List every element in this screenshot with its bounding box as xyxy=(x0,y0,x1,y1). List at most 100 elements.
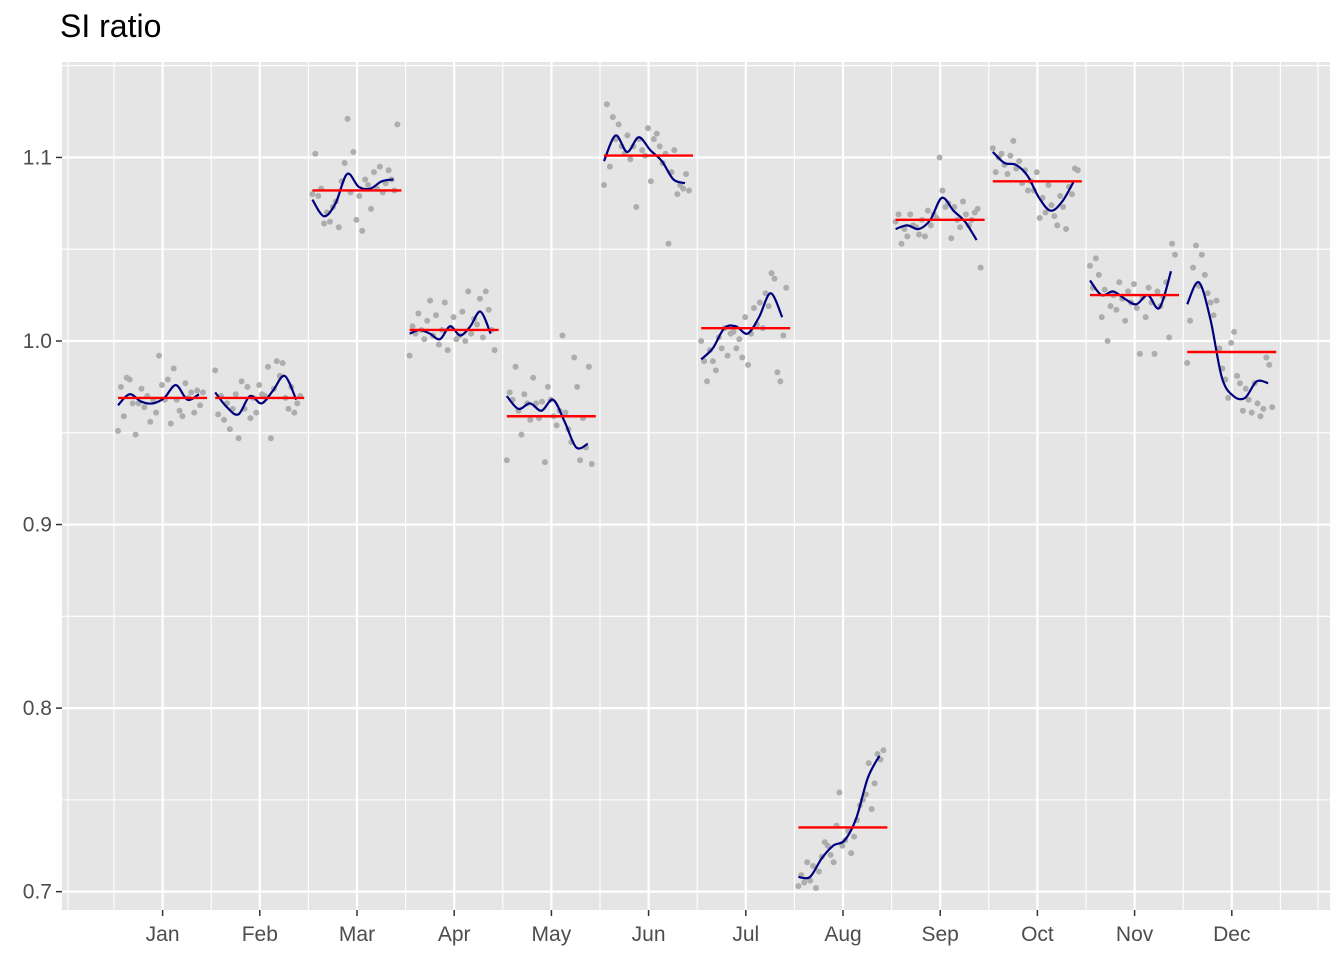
x-tick-label-jan: Jan xyxy=(146,923,180,946)
data-point-oct xyxy=(1048,202,1055,209)
data-point-jan xyxy=(179,413,186,420)
data-point-jan xyxy=(115,427,121,434)
data-point-mar xyxy=(309,191,316,198)
data-point-may xyxy=(506,389,513,396)
smooth-line-jul xyxy=(700,292,784,361)
data-point-mar xyxy=(385,167,392,174)
data-point-mar xyxy=(394,121,401,128)
data-point-mar xyxy=(376,163,383,170)
data-point-sep xyxy=(960,198,967,205)
data-point-dec xyxy=(1201,271,1208,278)
axis-layer: 0.7 0.8 0.9 1.0 1.1 Jan Feb Mar Apr May Jun Jul Aug S… xyxy=(23,146,1251,946)
data-point-feb xyxy=(267,435,274,442)
data-point-dec xyxy=(1257,413,1264,420)
data-point-jan xyxy=(170,365,177,372)
data-point-oct xyxy=(989,145,996,152)
data-point-mar xyxy=(350,148,357,155)
data-point-aug xyxy=(851,833,858,840)
data-point-nov xyxy=(1122,317,1129,324)
chart-title: SI ratio xyxy=(60,8,162,44)
data-point-dec xyxy=(1207,299,1214,306)
data-point-oct xyxy=(998,150,1005,157)
data-point-jun xyxy=(609,114,616,121)
data-point-dec xyxy=(1236,380,1243,387)
data-point-apr xyxy=(459,308,466,315)
data-point-aug xyxy=(874,750,881,757)
data-point-apr xyxy=(482,288,489,295)
data-point-mar xyxy=(356,192,363,199)
data-point-nov xyxy=(1113,306,1120,313)
data-point-sep xyxy=(924,207,931,214)
data-point-apr xyxy=(432,312,439,319)
data-point-feb xyxy=(285,405,292,412)
data-point-sep xyxy=(898,240,905,247)
data-point-may xyxy=(518,431,525,438)
data-point-apr xyxy=(441,299,448,306)
data-point-nov xyxy=(1145,284,1152,291)
data-point-jul xyxy=(783,284,790,291)
smooth-line-may xyxy=(505,395,589,450)
data-point-dec xyxy=(1198,251,1205,258)
data-point-dec xyxy=(1266,361,1273,368)
data-point-apr xyxy=(421,336,428,343)
data-point-sep xyxy=(904,233,911,240)
major-gridlines xyxy=(62,62,1330,910)
x-tick-label-nov: Nov xyxy=(1116,923,1154,946)
data-point-may xyxy=(544,383,551,390)
data-point-jan xyxy=(126,376,133,383)
x-tick-label-may: May xyxy=(532,923,572,946)
data-point-feb xyxy=(212,367,219,374)
data-point-jan xyxy=(167,420,174,427)
data-point-nov xyxy=(1101,286,1108,293)
data-point-nov xyxy=(1166,334,1173,341)
data-point-jan xyxy=(197,402,204,409)
data-point-aug xyxy=(810,862,817,869)
data-point-feb xyxy=(232,391,239,398)
data-point-nov xyxy=(1169,240,1176,247)
data-point-may xyxy=(562,409,569,416)
data-point-mar xyxy=(344,115,351,122)
data-point-jun xyxy=(656,143,663,150)
data-point-oct xyxy=(1074,167,1081,174)
data-point-sep xyxy=(936,154,943,161)
y-tick-label: 0.8 xyxy=(23,697,52,720)
data-point-jun xyxy=(650,136,657,143)
data-point-feb xyxy=(273,358,280,365)
data-point-apr xyxy=(462,337,469,344)
data-point-nov xyxy=(1130,281,1137,288)
data-point-aug xyxy=(812,884,819,891)
x-tick-label-oct: Oct xyxy=(1021,923,1054,946)
data-point-oct xyxy=(1010,137,1017,144)
data-point-oct xyxy=(1054,222,1061,229)
data-point-aug xyxy=(880,747,887,754)
data-point-jul xyxy=(750,304,757,311)
data-point-apr xyxy=(415,310,422,317)
data-point-sep xyxy=(927,222,934,229)
data-point-jul xyxy=(765,303,772,310)
data-point-nov xyxy=(1107,303,1114,310)
data-point-jul xyxy=(704,378,711,385)
data-point-dec xyxy=(1263,354,1270,361)
data-point-jan xyxy=(132,431,139,438)
data-point-aug xyxy=(804,859,811,866)
data-point-aug xyxy=(868,806,875,813)
data-point-nov xyxy=(1133,304,1140,311)
data-point-dec xyxy=(1269,404,1276,411)
data-point-jun xyxy=(683,170,690,177)
smooth-line-dec xyxy=(1186,281,1269,401)
data-point-sep xyxy=(916,231,923,238)
data-point-may xyxy=(503,457,510,464)
smooth-lines-layer xyxy=(117,134,1269,880)
data-point-aug xyxy=(848,850,855,857)
data-point-sep xyxy=(907,211,914,218)
data-point-jun xyxy=(665,240,672,247)
data-point-apr xyxy=(424,317,431,324)
data-point-jun xyxy=(686,187,692,194)
data-point-may xyxy=(585,363,592,370)
data-point-mar xyxy=(362,176,369,183)
data-point-jul xyxy=(701,358,708,365)
data-point-oct xyxy=(1033,169,1040,176)
smooth-line-mar xyxy=(311,172,394,218)
data-point-jul xyxy=(762,290,769,297)
data-point-aug xyxy=(871,780,878,787)
